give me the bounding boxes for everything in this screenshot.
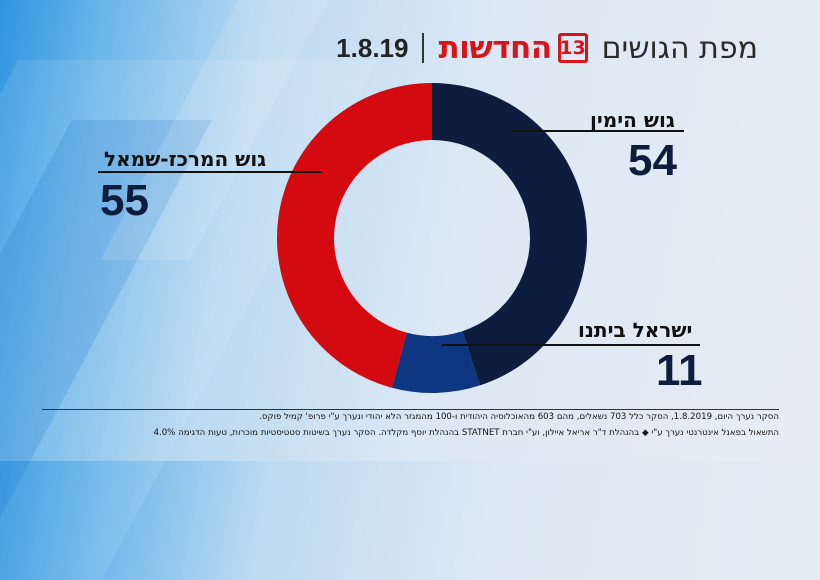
yisrael-beytenu-label: ישראל ביתנו — [578, 318, 693, 342]
donut-chart — [98, 83, 700, 394]
right-bloc-value: 54 — [628, 136, 677, 185]
slice-right-bloc — [432, 83, 587, 386]
footer-line-1: הסקר נערך היום, 1.8.2019, הסקר כלל 703 נ… — [259, 412, 779, 422]
logo-word: החדשות — [438, 30, 552, 66]
slice-center-left-bloc — [276, 83, 432, 388]
header-separator — [422, 33, 425, 63]
right-bloc-label: גוש הימין — [590, 108, 675, 132]
page-title: מפת הגושים — [601, 30, 758, 66]
footer-divider — [42, 409, 779, 410]
logo-number: 13 — [557, 33, 588, 63]
footer-line-2: התשאול בפאנל אינטרנטי נערך ע"י ◆ בהנהלת … — [153, 428, 780, 438]
header: מפת הגושים 13 החדשות 1.8.19 — [336, 28, 758, 68]
survey-date: 1.8.19 — [336, 32, 409, 63]
slice-yisrael-beytenu — [391, 331, 480, 394]
center-left-bloc-label: גוש המרכז-שמאל — [104, 147, 267, 171]
yisrael-beytenu-value: 11 — [656, 346, 703, 395]
center-left-bloc-value: 55 — [100, 176, 149, 225]
channel-logo: 13 החדשות — [438, 30, 588, 66]
